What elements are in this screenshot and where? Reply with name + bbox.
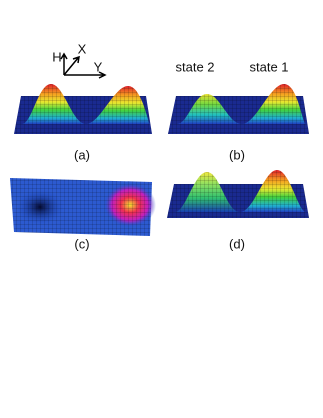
surface-plot: [168, 84, 309, 134]
panel-label: (c): [74, 236, 89, 251]
axis-label: X: [78, 41, 87, 56]
surface-plot: [167, 170, 309, 218]
state-label: state 2: [175, 59, 214, 74]
axes-glyph: [60, 52, 107, 79]
state-label: state 1: [249, 59, 288, 74]
axis-label: H: [52, 49, 61, 64]
surface-plot: [10, 178, 156, 236]
surface-plot: [14, 84, 152, 134]
axis-label: Y: [94, 59, 103, 74]
panel-label: (a): [74, 147, 90, 162]
panel-label: (d): [229, 236, 245, 251]
panel-label: (b): [229, 147, 245, 162]
